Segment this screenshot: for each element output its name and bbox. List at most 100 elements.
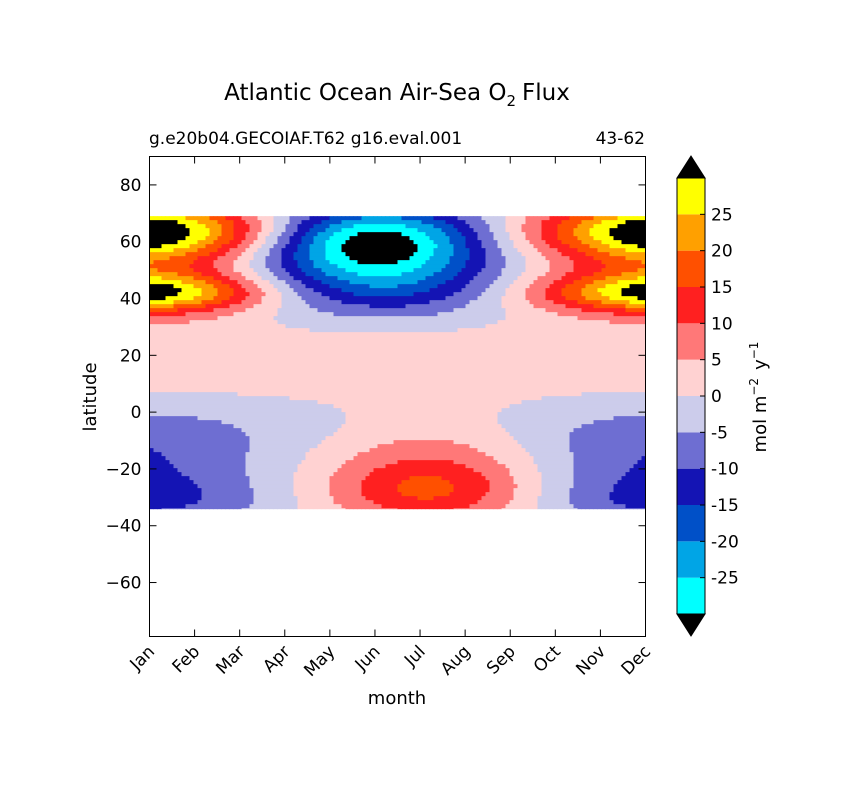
heatmap-cell: [225, 216, 230, 221]
heatmap-cell: [201, 312, 206, 317]
heatmap-cell: [293, 312, 298, 317]
heatmap-cell: [181, 456, 186, 461]
heatmap-cell: [253, 260, 258, 265]
heatmap-cell: [201, 340, 206, 345]
heatmap-cell: [361, 476, 366, 481]
heatmap-cell: [181, 272, 186, 277]
heatmap-cell: [385, 412, 390, 417]
heatmap-cell: [385, 336, 390, 341]
heatmap-cell: [217, 340, 222, 345]
heatmap-cell: [245, 480, 250, 485]
heatmap-cell: [209, 248, 214, 253]
heatmap-cell: [273, 268, 278, 273]
heatmap-cell: [253, 216, 258, 221]
heatmap-cell: [177, 260, 182, 265]
heatmap-cell: [193, 260, 198, 265]
heatmap-cell: [337, 500, 342, 505]
heatmap-cell: [301, 472, 306, 477]
heatmap-cell: [401, 224, 406, 229]
heatmap-cell: [305, 248, 310, 253]
heatmap-cell: [253, 244, 258, 249]
heatmap-cell: [225, 472, 230, 477]
heatmap-cell: [297, 408, 302, 413]
heatmap-cell: [173, 312, 178, 317]
heatmap-cell: [257, 428, 262, 433]
heatmap-cell: [409, 444, 414, 449]
heatmap-cell: [305, 444, 310, 449]
heatmap-cell: [393, 444, 398, 449]
heatmap-cell: [281, 456, 286, 461]
heatmap-cell: [213, 328, 218, 333]
heatmap-cell: [413, 332, 418, 337]
heatmap-cell: [405, 264, 410, 269]
heatmap-cell: [297, 472, 302, 477]
heatmap-cell: [205, 360, 210, 365]
heatmap-cell: [381, 504, 386, 509]
heatmap-cell: [301, 228, 306, 233]
heatmap-cell: [401, 276, 406, 281]
heatmap-cell: [289, 272, 294, 277]
heatmap-cell: [189, 256, 194, 261]
heatmap-cell: [257, 500, 262, 505]
heatmap-cell: [165, 448, 170, 453]
heatmap-cell: [309, 304, 314, 309]
heatmap-cell: [185, 476, 190, 481]
heatmap-cell: [153, 328, 158, 333]
heatmap-cell: [305, 344, 310, 349]
heatmap-cell: [189, 400, 194, 405]
heatmap-cell: [213, 260, 218, 265]
heatmap-cell: [333, 228, 338, 233]
heatmap-cell: [205, 240, 210, 245]
heatmap-cell: [329, 432, 334, 437]
heatmap-cell: [257, 256, 262, 261]
heatmap-cell: [245, 288, 250, 293]
heatmap-cell: [393, 244, 398, 249]
heatmap-cell: [317, 472, 322, 477]
heatmap-cell: [345, 484, 350, 489]
heatmap-cell: [185, 380, 190, 385]
heatmap-cell: [181, 472, 186, 477]
heatmap-cell: [177, 364, 182, 369]
heatmap-cell: [189, 412, 194, 417]
heatmap-cell: [285, 452, 290, 457]
heatmap-cell: [189, 244, 194, 249]
heatmap-cell: [389, 352, 394, 357]
heatmap-cell: [281, 240, 286, 245]
heatmap-cell: [289, 316, 294, 321]
heatmap-cell: [401, 400, 406, 405]
heatmap-cell: [321, 332, 326, 337]
heatmap-cell: [181, 276, 186, 281]
heatmap-cell: [169, 300, 174, 305]
heatmap-cell: [241, 496, 246, 501]
heatmap-cell: [205, 268, 210, 273]
heatmap-cell: [361, 240, 366, 245]
heatmap-cell: [389, 240, 394, 245]
heatmap-cell: [149, 300, 154, 305]
heatmap-cell: [309, 456, 314, 461]
heatmap-cell: [305, 484, 310, 489]
heatmap-cell: [201, 332, 206, 337]
heatmap-cell: [357, 500, 362, 505]
heatmap-cell: [297, 384, 302, 389]
heatmap-cell: [337, 220, 342, 225]
heatmap-cell: [193, 312, 198, 317]
heatmap-cell: [341, 384, 346, 389]
heatmap-cell: [161, 476, 166, 481]
heatmap-cell: [381, 416, 386, 421]
heatmap-cell: [241, 424, 246, 429]
heatmap-cell: [289, 256, 294, 261]
heatmap-cell: [213, 500, 218, 505]
heatmap-cell: [257, 268, 262, 273]
heatmap-cell: [377, 228, 382, 233]
heatmap-cell: [181, 332, 186, 337]
heatmap-cell: [269, 500, 274, 505]
heatmap-cell: [245, 508, 250, 510]
heatmap-cell: [149, 316, 154, 321]
heatmap-cell: [377, 444, 382, 449]
heatmap-cell: [369, 372, 374, 377]
heatmap-cell: [305, 268, 310, 273]
heatmap-cell: [161, 508, 166, 510]
heatmap-cell: [285, 296, 290, 301]
heatmap-cell: [293, 352, 298, 357]
heatmap-cell: [253, 356, 258, 361]
